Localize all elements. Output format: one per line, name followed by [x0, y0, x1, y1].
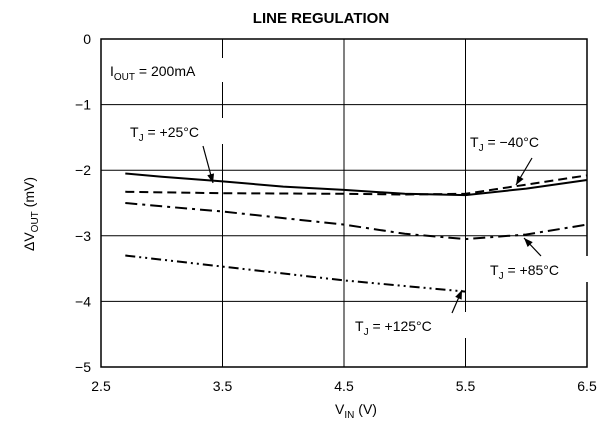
series-arrowhead-1 — [207, 173, 215, 183]
x-axis-label: VIN (V) — [335, 401, 377, 421]
x-tick-label: 5.5 — [456, 378, 476, 394]
y-tick-label: −4 — [75, 293, 91, 309]
x-axis-label-unit: (V) — [354, 401, 377, 417]
condition-label-main: I — [110, 63, 114, 79]
condition-label-sub: OUT — [114, 72, 135, 83]
x-tick-label: 2.5 — [91, 378, 111, 394]
y-axis-label-main: ΔV — [21, 232, 37, 251]
series-label-bg — [126, 118, 226, 144]
series-label-2: TJ = −40°C — [470, 134, 539, 154]
series-arrowhead-3 — [524, 238, 533, 247]
series-label-1: TJ = +25°C — [130, 124, 199, 144]
grid-lines — [101, 39, 587, 367]
series-line-4 — [125, 254, 466, 293]
series-label-3: TJ = +85°C — [490, 262, 559, 282]
condition-label-bg — [108, 58, 226, 82]
series-label-bg — [351, 312, 467, 338]
y-axis-label-unit: (mV) — [21, 177, 37, 211]
series-arrowhead-2 — [516, 175, 524, 185]
y-tick-label: −5 — [75, 359, 91, 375]
condition-label-rest: = 200mA — [135, 63, 196, 79]
plot-frame — [100, 38, 588, 368]
series-layer — [125, 172, 588, 293]
series-labels: TJ = +25°C TJ = −40°C TJ = +85°C TJ = +125°… — [126, 118, 592, 338]
x-axis-label-sub: IN — [344, 410, 354, 421]
y-tick-label: 0 — [83, 31, 91, 47]
y-axis-label-sub: OUT — [30, 211, 41, 232]
x-tick-labels: 2.5 3.5 4.5 5.5 6.5 — [91, 378, 597, 394]
series-label-4: TJ = +125°C — [355, 318, 432, 338]
series-arrowhead-4 — [455, 290, 462, 300]
condition-label: IOUT = 200mA — [110, 63, 196, 83]
x-axis-label-main: V — [335, 401, 345, 417]
y-tick-label: −3 — [75, 228, 91, 244]
y-tick-label: −2 — [75, 162, 91, 178]
series-line-1 — [125, 172, 588, 197]
y-tick-labels: 0 −1 −2 −3 −4 −5 — [75, 31, 91, 375]
x-tick-label: 4.5 — [334, 378, 354, 394]
y-axis-label: ΔVOUT (mV) — [21, 177, 41, 251]
chart-title: LINE REGULATION — [253, 10, 389, 27]
series-label-bg — [466, 128, 578, 154]
series-label-bg — [486, 256, 592, 282]
series-line-3 — [125, 202, 588, 241]
x-tick-label: 6.5 — [577, 378, 597, 394]
x-tick-label: 3.5 — [213, 378, 233, 394]
y-tick-label: −1 — [75, 97, 91, 113]
